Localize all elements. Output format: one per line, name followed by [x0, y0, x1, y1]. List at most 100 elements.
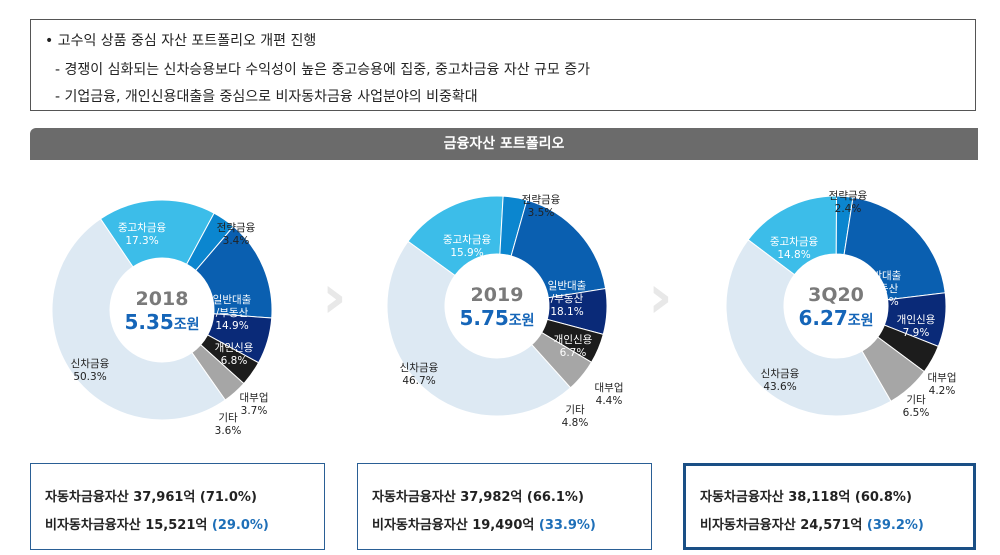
chevron-right-icon: › — [648, 262, 673, 332]
donut-segment — [510, 199, 607, 299]
auto-assets: 자동차금융자산 37,961억 (71.0%) — [45, 490, 257, 505]
non-auto-pct: (29.0%) — [211, 518, 269, 533]
value-label: 15.9% — [450, 247, 484, 259]
center-unit: 조원 — [173, 317, 200, 333]
summary-bullets: • 고수익 상품 중심 자산 포트폴리오 개편 진행 - 경쟁이 심화되는 신차… — [30, 19, 976, 111]
value-label: 46.7% — [402, 375, 436, 387]
category-label: 개인신용 — [896, 314, 936, 326]
non-auto-assets: 비자동차금융자산 15,521억 (29.0%) — [45, 514, 269, 533]
category-label: 기타 — [906, 394, 926, 406]
category-label: 개인신용 — [553, 334, 593, 346]
segment-label: 중고차금융 17.3% — [118, 222, 166, 248]
bullet-sub-1: - 경쟁이 심화되는 신차승용보다 수익성이 높은 중고승용에 집중, 중고차금… — [55, 62, 591, 78]
center-amount: 6.27조원 — [798, 306, 874, 330]
segment-label: 대부업 4.2% — [928, 372, 957, 398]
value-label: 2.4% — [834, 203, 862, 215]
segment-label: 개인신용 7.9% — [897, 314, 936, 340]
donut-segment — [843, 196, 946, 301]
value-label: 18.1% — [550, 306, 584, 318]
center-unit: 조원 — [508, 313, 535, 329]
category-label: 일반대출 /부동산 — [547, 280, 587, 305]
segment-label: 전략금융 3.5% — [522, 194, 561, 220]
segment-label: 일반대출 /부동산 20.6% — [863, 270, 902, 309]
value-label: 6.5% — [902, 407, 930, 419]
non-auto-value: 비자동차금융자산 19,490억 — [372, 518, 535, 533]
non-auto-assets: 비자동차금융자산 19,490억 (33.9%) — [372, 514, 596, 533]
non-auto-pct: (39.2%) — [866, 518, 924, 533]
category-label: 대부업 — [594, 382, 624, 394]
value-label: 4.8% — [561, 417, 589, 429]
segment-label: 대부업 4.4% — [595, 382, 624, 408]
segment-label: 대부업 3.7% — [240, 392, 269, 418]
category-label: 기타 — [218, 412, 238, 424]
segment-label: 일반대출 /부동산 14.9% — [213, 294, 252, 333]
segment-label: 일반대출 /부동산 18.1% — [548, 280, 587, 319]
donut-segment — [725, 239, 892, 417]
segment-label: 전략금융 3.4% — [217, 222, 256, 248]
value-label: 3.6% — [214, 425, 242, 437]
center-year: 3Q20 — [808, 284, 864, 306]
segment-label: 신차금융 43.6% — [761, 368, 800, 394]
category-label: 전략금융 — [216, 222, 256, 234]
category-label: 대부업 — [927, 372, 957, 384]
non-auto-pct: (33.9%) — [538, 518, 596, 533]
donut-center: 2019 5.75조원 — [459, 284, 534, 330]
donut-center: 3Q20 6.27조원 — [798, 284, 873, 330]
center-year: 2019 — [470, 284, 524, 306]
section-header: 금융자산 포트폴리오 — [30, 128, 978, 160]
auto-assets: 자동차금융자산 37,982억 (66.1%) — [372, 490, 584, 505]
category-label: 대부업 — [239, 392, 269, 404]
donut-segment — [51, 218, 226, 421]
segment-label: 개인신용 6.7% — [554, 334, 593, 360]
value-label: 3.5% — [527, 207, 555, 219]
segment-label: 신차금융 46.7% — [400, 362, 439, 388]
center-year: 2018 — [135, 288, 189, 310]
center-amount: 5.75조원 — [459, 306, 535, 330]
non-auto-assets: 비자동차금융자산 24,571억 (39.2%) — [700, 514, 924, 533]
summary-box-2018: 자동차금융자산 37,961억 (71.0%) 비자동차금융자산 15,521억… — [30, 463, 325, 550]
segment-label: 신차금융 50.3% — [71, 358, 110, 384]
value-label: 4.4% — [595, 395, 623, 407]
category-label: 기타 — [565, 404, 585, 416]
category-label: 전략금융 — [521, 194, 561, 206]
summary-box-2019: 자동차금융자산 37,982억 (66.1%) 비자동차금융자산 19,490억… — [357, 463, 652, 550]
bullet-main: • 고수익 상품 중심 자산 포트폴리오 개편 진행 — [45, 33, 317, 49]
value-label: 20.6% — [865, 296, 899, 308]
value-label: 6.7% — [559, 347, 587, 359]
value-label: 17.3% — [125, 235, 159, 247]
category-label: 신차금융 — [760, 368, 800, 380]
bullet-sub-2: - 기업금융, 개인신용대출을 중심으로 비자동차금융 사업분야의 비중확대 — [55, 89, 478, 105]
non-auto-value: 비자동차금융자산 24,571억 — [700, 518, 863, 533]
segment-label: 중고차금융 14.8% — [770, 236, 818, 262]
category-label: 중고차금융 — [769, 236, 819, 248]
segment-label: 개인신용 6.8% — [215, 342, 254, 368]
value-label: 7.9% — [902, 327, 930, 339]
category-label: 개인신용 — [214, 342, 254, 354]
segment-label: 전략금융 2.4% — [829, 190, 868, 216]
value-label: 4.2% — [928, 385, 956, 397]
donut-center: 2018 5.35조원 — [124, 288, 199, 334]
value-label: 3.4% — [222, 235, 250, 247]
segment-label: 기타 4.8% — [562, 404, 589, 430]
value-label: 6.8% — [220, 355, 248, 367]
category-label: 전략금융 — [828, 190, 868, 202]
segment-label: 기타 3.6% — [215, 412, 242, 438]
category-label: 일반대출 /부동산 — [212, 294, 252, 319]
non-auto-value: 비자동차금융자산 15,521억 — [45, 518, 208, 533]
value-label: 14.8% — [777, 249, 811, 261]
value-label: 3.7% — [240, 405, 268, 417]
category-label: 신차금융 — [70, 358, 110, 370]
category-label: 중고차금융 — [117, 222, 167, 234]
value-label: 14.9% — [215, 320, 249, 332]
chevron-right-icon: › — [322, 262, 347, 332]
segment-label: 중고차금융 15.9% — [443, 234, 491, 260]
value-label: 43.6% — [763, 381, 797, 393]
category-label: 신차금융 — [399, 362, 439, 374]
center-amount: 5.35조원 — [124, 310, 200, 334]
category-label: 일반대출 /부동산 — [862, 270, 902, 295]
segment-label: 기타 6.5% — [903, 394, 930, 420]
donut-segment — [386, 240, 572, 417]
value-label: 50.3% — [73, 371, 107, 383]
category-label: 중고차금융 — [442, 234, 492, 246]
